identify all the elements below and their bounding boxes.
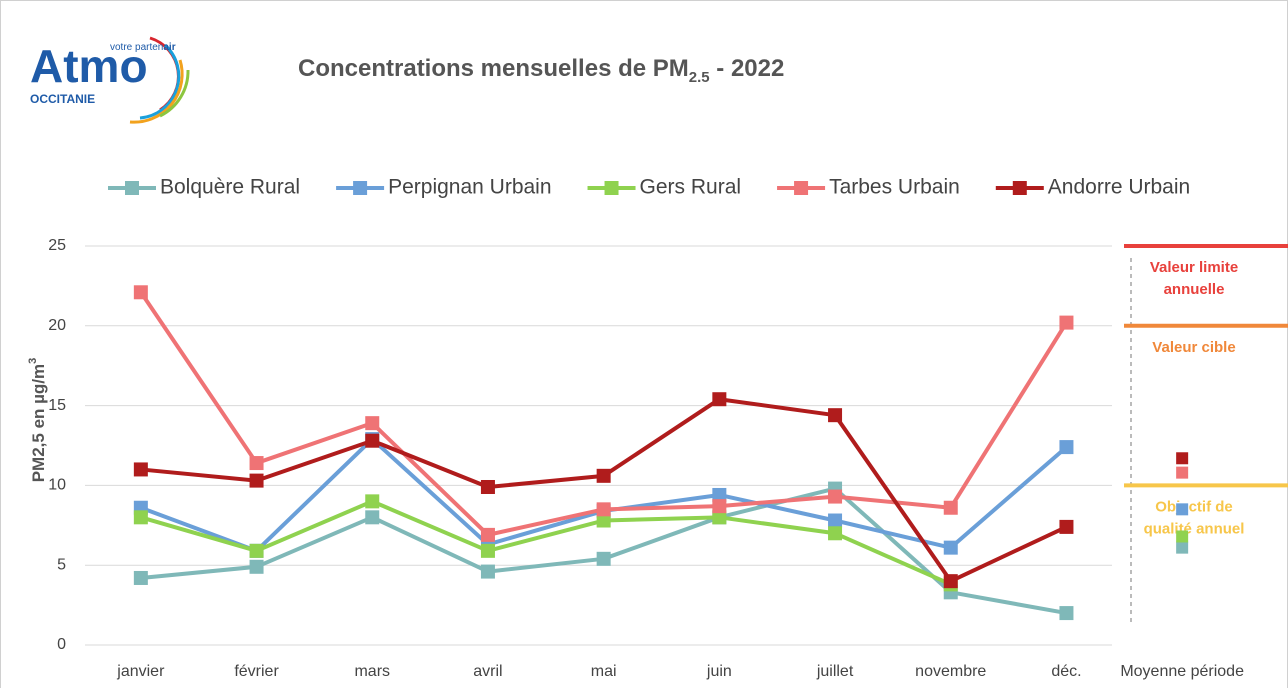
data-point: [133, 462, 148, 477]
x-tick-label: février: [234, 663, 279, 680]
logo-tagline: votre partenair: [110, 42, 176, 53]
data-point: [249, 543, 264, 558]
data-point: [943, 540, 958, 555]
chart-title: Concentrations mensuelles de PM2.5 - 202…: [298, 55, 784, 86]
x-tick-label: janvier: [116, 663, 165, 680]
y-axis-label: PM2,5 en µg/m3: [27, 358, 49, 483]
data-point: [133, 510, 148, 525]
data-point: [249, 559, 264, 574]
data-point: [828, 513, 843, 528]
threshold-label: qualité annuel: [1144, 520, 1245, 537]
data-point: [943, 574, 958, 589]
legend-marker: [353, 181, 368, 195]
data-point: [365, 416, 380, 431]
mean-point: [1176, 530, 1189, 543]
legend-label: Perpignan Urbain: [388, 176, 551, 199]
x-tick-label: déc.: [1051, 663, 1081, 680]
data-point: [480, 479, 495, 494]
logo-region: OCCITANIE: [30, 92, 95, 106]
x-tick-label: mai: [591, 663, 617, 680]
legend-marker: [794, 181, 809, 195]
y-tick-label: 20: [48, 317, 66, 334]
logo-arc: [159, 69, 190, 118]
data-point: [480, 543, 495, 558]
data-point: [596, 513, 611, 528]
series-line: [140, 499, 952, 587]
x-tick-label: novembre: [915, 663, 986, 680]
data-point: [365, 433, 380, 448]
data-point: [1059, 440, 1074, 455]
data-point: [712, 487, 727, 502]
data-point: [480, 527, 495, 542]
logo-name: Atmo: [30, 40, 148, 92]
data-point: [712, 510, 727, 525]
mean-point: [1176, 541, 1189, 554]
data-point: [712, 392, 727, 407]
legend-marker: [1012, 181, 1027, 195]
data-point: [365, 494, 380, 509]
x-tick-label: avril: [473, 663, 502, 680]
mean-point: [1176, 452, 1189, 465]
y-tick-label: 15: [48, 397, 66, 414]
x-tick-label: mars: [354, 663, 390, 680]
data-point: [596, 502, 611, 517]
y-tick-label: 5: [57, 556, 66, 573]
logo: Atmo votre partenair OCCITANIE: [30, 36, 190, 124]
data-point: [249, 473, 264, 488]
data-point: [1059, 606, 1074, 621]
x-tick-label: juillet: [816, 663, 854, 680]
threshold-label: Objectif de: [1155, 498, 1233, 515]
data-point: [828, 489, 843, 504]
data-point: [133, 285, 148, 300]
legend-label: Andorre Urbain: [1048, 176, 1190, 199]
threshold-label: annuelle: [1164, 281, 1225, 298]
x-tick-label: juin: [706, 663, 732, 680]
legend-marker: [125, 181, 139, 195]
threshold-label: Valeur cible: [1152, 339, 1235, 356]
data-point: [365, 510, 380, 525]
legend-marker: [604, 181, 619, 195]
data-point: [828, 408, 843, 423]
series-line: [139, 291, 1069, 537]
legend-label: Tarbes Urbain: [829, 176, 960, 199]
data-point: [596, 551, 611, 566]
logo-arc: [139, 43, 181, 120]
data-point: [712, 499, 727, 514]
x-tick-label: Moyenne période: [1120, 663, 1244, 680]
logo-arc: [129, 59, 184, 124]
y-tick-label: 25: [48, 237, 66, 254]
data-point: [596, 468, 611, 483]
y-tick-label: 0: [57, 636, 66, 653]
legend-label: Bolquère Rural: [160, 176, 300, 199]
data-point: [133, 570, 148, 585]
y-tick-label: 10: [48, 477, 66, 494]
threshold-label: Valeur limite: [1150, 259, 1238, 276]
data-point: [828, 526, 843, 541]
data-point: [249, 456, 264, 471]
data-point: [480, 564, 495, 579]
legend-label: Gers Rural: [640, 176, 742, 199]
mean-point: [1176, 466, 1189, 479]
data-point: [1059, 315, 1074, 330]
mean-point: [1176, 503, 1189, 516]
data-point: [943, 500, 958, 515]
data-point: [1059, 519, 1074, 534]
